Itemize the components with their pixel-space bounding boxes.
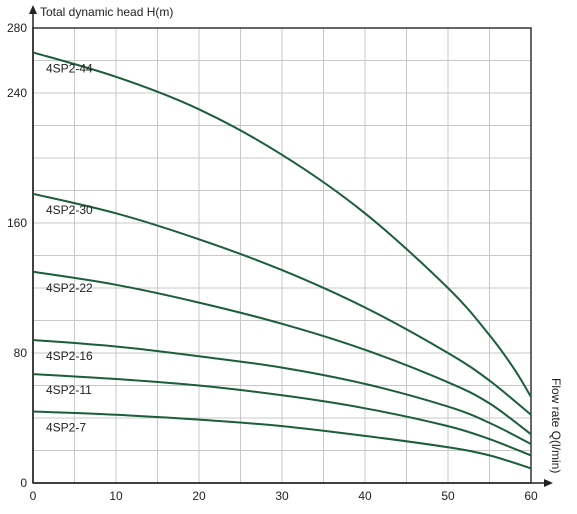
y-axis-arrow-icon — [29, 5, 37, 14]
y-tick-label: 0 — [20, 476, 27, 490]
series-line-4sp2-22 — [32, 270, 532, 436]
x-tick-label: 30 — [275, 489, 289, 503]
axes — [29, 5, 553, 487]
series-line-4sp2-44 — [32, 51, 532, 398]
x-axis-title: Flow rate Q(l/min) — [549, 378, 563, 473]
x-tick-label: 0 — [30, 489, 37, 503]
series-label-4sp2-7: 4SP2-7 — [46, 421, 86, 435]
x-tick-label: 10 — [109, 489, 123, 503]
series-labels: 4SP2-44 4SP2-30 4SP2-22 4SP2-16 4SP2-11 4SP2-… — [46, 61, 93, 434]
y-tick-label: 80 — [14, 346, 28, 360]
x-tick-label: 60 — [524, 489, 538, 503]
y-tick-label: 280 — [7, 21, 27, 35]
y-tick-label: 240 — [7, 86, 27, 100]
x-tick-label: 50 — [441, 489, 455, 503]
x-tick-label: 20 — [192, 489, 206, 503]
grid — [33, 28, 531, 483]
series-line-4sp2-30 — [32, 192, 532, 416]
series-line-4sp2-11 — [32, 373, 532, 457]
x-tick-label: 40 — [358, 489, 372, 503]
tick-labels: 0 10 20 30 40 50 60 0 80 160 240 280 — [7, 21, 538, 503]
series-label-4sp2-16: 4SP2-16 — [46, 349, 93, 363]
x-axis-arrow-icon — [544, 479, 553, 487]
series-label-4sp2-44: 4SP2-44 — [46, 61, 93, 75]
series-lines — [32, 51, 532, 470]
series-line-4sp2-7 — [32, 410, 532, 470]
series-line-4sp2-16 — [32, 339, 532, 445]
series-label-4sp2-30: 4SP2-30 — [46, 203, 93, 217]
y-tick-label: 160 — [7, 216, 27, 230]
y-axis-title: Total dynamic head H(m) — [40, 5, 173, 19]
series-label-4sp2-11: 4SP2-11 — [46, 383, 92, 397]
series-label-4sp2-22: 4SP2-22 — [46, 281, 93, 295]
